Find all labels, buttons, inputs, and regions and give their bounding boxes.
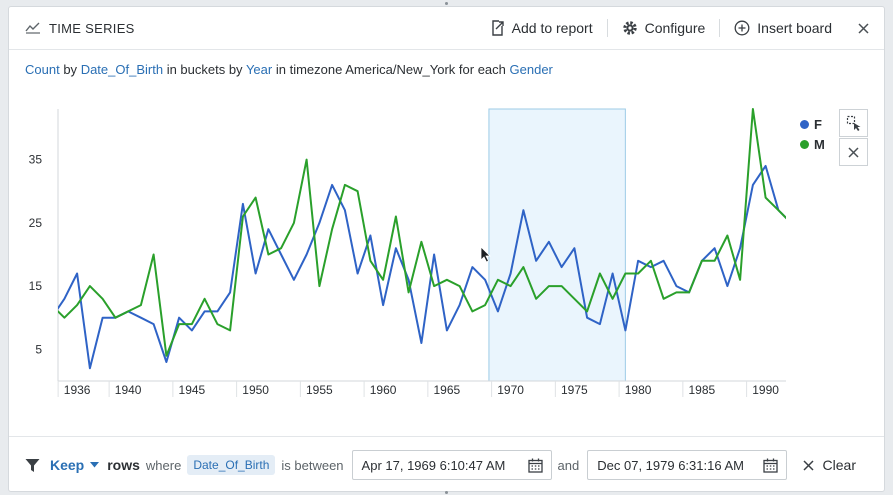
x-tick-label: 1980 [625, 383, 652, 397]
y-tick-label: 5 [35, 342, 42, 356]
start-date-value: Apr 17, 1969 6:10:47 AM [361, 457, 506, 473]
x-tick-label: 1960 [370, 383, 397, 397]
add-to-report-label: Add to report [511, 20, 593, 36]
bucket-link[interactable]: Year [245, 62, 273, 77]
select-region-button[interactable] [839, 109, 868, 137]
selection-region[interactable] [488, 108, 626, 382]
series-line-f[interactable] [52, 164, 792, 370]
query-description: Count by Date_Of_Birth in buckets by Yea… [25, 62, 553, 77]
chart-legend: F M [800, 114, 825, 154]
y-tick-label: 25 [29, 216, 43, 230]
x-tick-label: 1965 [434, 383, 461, 397]
legend-label-f: F [814, 116, 822, 132]
where-label: where [145, 457, 182, 473]
x-tick-label: 1975 [561, 383, 588, 397]
and-label: and [557, 457, 580, 473]
legend-swatch-m [800, 139, 809, 149]
start-date-input[interactable]: Apr 17, 1969 6:10:47 AM [351, 450, 552, 480]
clear-filter-button[interactable]: Clear [803, 457, 856, 473]
x-tick-label: 1945 [179, 383, 206, 397]
is-between-label: is between [281, 457, 344, 473]
x-tick-label: 1985 [689, 383, 716, 397]
field-link[interactable]: Date_Of_Birth [80, 62, 164, 77]
legend-swatch-f [800, 119, 809, 129]
keep-dropdown[interactable]: Keep [50, 457, 100, 473]
series-line-m[interactable] [52, 108, 792, 357]
export-icon [491, 20, 504, 36]
clear-label: Clear [822, 457, 856, 473]
desc-text-timezone: in timezone America/New_York for each [275, 62, 506, 77]
filter-icon [25, 458, 40, 472]
measure-link[interactable]: Count [25, 62, 60, 77]
desc-text-buckets: in buckets by [166, 62, 243, 77]
configure-label: Configure [644, 20, 706, 36]
header-divider [606, 19, 608, 37]
x-tick-label: 1936 [64, 383, 91, 397]
y-tick-label: 35 [29, 153, 43, 167]
insert-board-label: Insert board [757, 20, 832, 36]
rows-label: rows [107, 457, 140, 473]
resize-handle-top[interactable] [445, 2, 448, 5]
caret-down-icon [90, 462, 100, 468]
end-date-value: Dec 07, 1979 6:31:16 AM [597, 457, 744, 473]
mouse-cursor-icon [480, 246, 491, 263]
calendar-icon[interactable] [527, 458, 543, 473]
filter-field-pill[interactable]: Date_Of_Birth [187, 455, 276, 475]
select-cursor-icon [846, 115, 860, 131]
close-icon [848, 146, 859, 158]
close-board-button[interactable] [846, 22, 880, 34]
desc-text-by: by [63, 62, 78, 77]
legend-label-m: M [814, 136, 825, 152]
legend-item-m[interactable]: M [800, 134, 825, 154]
gear-icon [622, 21, 637, 35]
header-divider [719, 19, 721, 37]
header-actions: Add to report Configure Insert board [476, 7, 884, 49]
clear-selection-button[interactable] [839, 138, 868, 166]
time-series-board: TIME SERIES Add to report Configure [8, 6, 885, 492]
keep-label: Keep [50, 457, 85, 473]
calendar-icon[interactable] [763, 458, 778, 473]
plus-circle-icon [734, 20, 750, 36]
resize-handle-bottom[interactable] [445, 491, 448, 494]
filter-bar: Keep rows where Date_Of_Birth is between… [9, 436, 884, 493]
x-tick-label: 1970 [497, 383, 524, 397]
y-tick-label: 15 [29, 279, 43, 293]
end-date-input[interactable]: Dec 07, 1979 6:31:16 AM [587, 450, 788, 480]
board-title-group: TIME SERIES [25, 21, 135, 36]
time-series-chart[interactable]: 5 15 25 35 1936 1940 1945 1950 1955 1960 1965 1970 1… [9, 97, 886, 397]
x-tick-label: 1955 [306, 383, 333, 397]
close-icon [857, 22, 869, 34]
group-link[interactable]: Gender [509, 62, 553, 77]
legend-item-f[interactable]: F [800, 114, 825, 134]
add-to-report-button[interactable]: Add to report [476, 18, 607, 38]
x-tick-label: 1950 [242, 383, 269, 397]
board-header: TIME SERIES Add to report Configure [9, 7, 884, 50]
insert-board-button[interactable]: Insert board [720, 18, 846, 38]
board-title: TIME SERIES [49, 20, 135, 36]
close-icon [803, 459, 814, 471]
line-chart-icon [25, 22, 40, 34]
x-tick-label: 1990 [752, 383, 779, 397]
configure-button[interactable]: Configure [608, 18, 720, 38]
x-tick-label: 1940 [115, 383, 142, 397]
